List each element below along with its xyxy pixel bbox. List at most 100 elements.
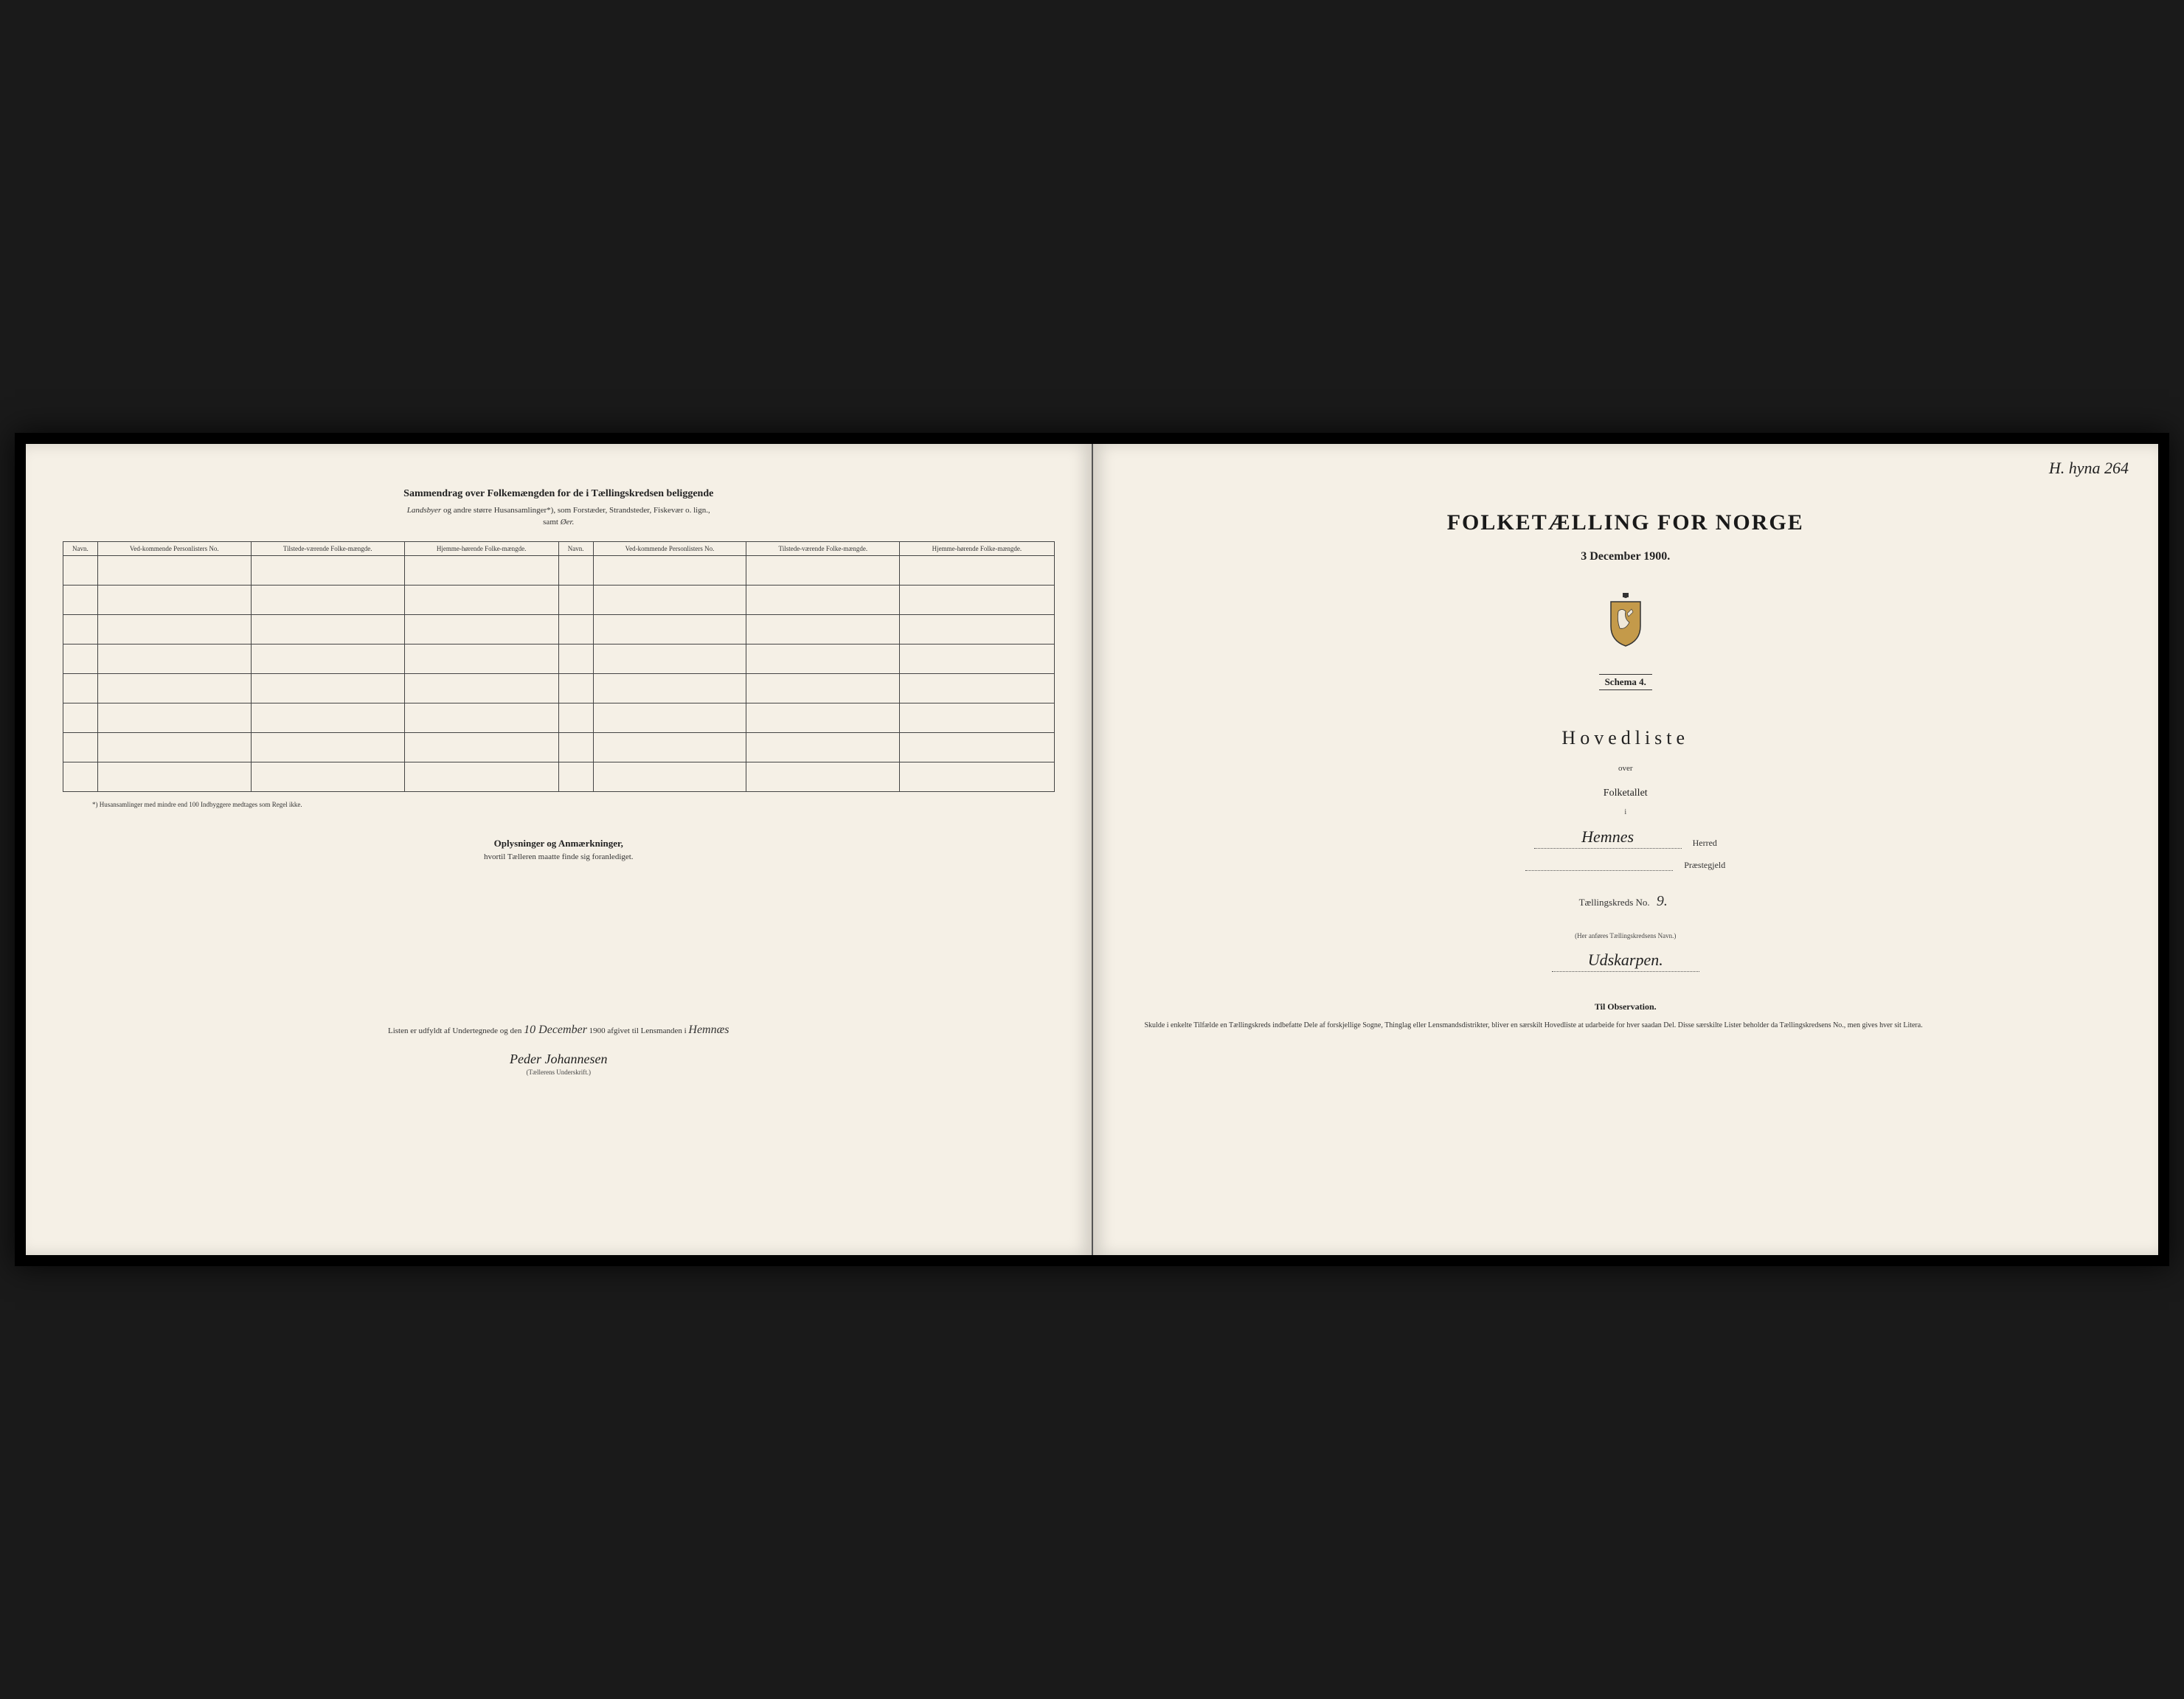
table-cell <box>251 703 404 733</box>
table-cell <box>97 703 251 733</box>
table-row <box>63 586 1055 615</box>
page-number: H. hyna 264 <box>2049 459 2129 478</box>
table-cell <box>63 644 98 674</box>
signature-label: (Tællerens Underskrift.) <box>63 1069 1055 1076</box>
table-cell <box>746 644 900 674</box>
table-cell <box>63 586 98 615</box>
table-cell <box>900 762 1054 792</box>
table-cell <box>593 674 746 703</box>
table-cell <box>900 644 1054 674</box>
table-cell <box>558 586 593 615</box>
table-cell <box>746 556 900 586</box>
folketallet-label: Folketallet <box>1130 788 2122 799</box>
praestegjeld-row: Præstegjeld <box>1130 860 2122 871</box>
table-cell <box>97 762 251 792</box>
table-cell <box>593 762 746 792</box>
schema-label: Schema 4. <box>1599 674 1652 690</box>
table-header-row: Navn.Ved-kommende Personlisters No.Tilst… <box>63 542 1055 556</box>
table-cell <box>900 556 1054 586</box>
table-cell <box>558 556 593 586</box>
table-cell <box>746 586 900 615</box>
hovedliste-heading: Hovedliste <box>1130 727 2122 749</box>
table-cell <box>63 674 98 703</box>
praestegjeld-label: Præstegjeld <box>1684 860 1725 871</box>
table-cell <box>63 703 98 733</box>
table-cell <box>558 615 593 644</box>
kreds-line: Tællingskreds No. 9. <box>1130 893 2122 910</box>
table-cell <box>97 733 251 762</box>
table-header-cell: Navn. <box>63 542 98 556</box>
footnote: *) Husansamlinger med mindre end 100 Ind… <box>63 801 1055 808</box>
table-cell <box>746 615 900 644</box>
table-cell <box>558 762 593 792</box>
left-subtitle-2: samt Øer. <box>63 518 1055 527</box>
book-spread: Sammendrag over Folkemængden for de i Tæ… <box>15 433 2169 1266</box>
praestegjeld-value <box>1525 869 1673 871</box>
table-cell <box>404 674 558 703</box>
table-cell <box>900 615 1054 644</box>
table-cell <box>558 733 593 762</box>
left-page: Sammendrag over Folkemængden for de i Tæ… <box>26 444 1093 1255</box>
table-cell <box>63 556 98 586</box>
table-cell <box>900 733 1054 762</box>
remarks-heading: Oplysninger og Anmærkninger, <box>63 838 1055 850</box>
table-cell <box>63 733 98 762</box>
table-cell <box>404 586 558 615</box>
census-date: 3 December 1900. <box>1130 550 2122 563</box>
observation-title: Til Observation. <box>1130 1001 2122 1012</box>
table-cell <box>746 674 900 703</box>
table-cell <box>63 762 98 792</box>
table-cell <box>251 733 404 762</box>
table-row <box>63 733 1055 762</box>
table-cell <box>404 703 558 733</box>
table-cell <box>593 703 746 733</box>
table-row <box>63 556 1055 586</box>
table-cell <box>593 556 746 586</box>
signature-line: Listen er udfyldt af Undertegnede og den… <box>63 1024 1055 1037</box>
table-cell <box>63 615 98 644</box>
table-cell <box>97 674 251 703</box>
table-cell <box>558 674 593 703</box>
herred-value: Hemnes <box>1534 827 1682 849</box>
herred-row: Hemnes Herred <box>1130 827 2122 849</box>
table-cell <box>97 615 251 644</box>
table-cell <box>251 586 404 615</box>
table-cell <box>746 733 900 762</box>
kreds-number: 9. <box>1652 893 1672 909</box>
table-header-cell: Ved-kommende Personlisters No. <box>97 542 251 556</box>
table-cell <box>593 644 746 674</box>
kreds-name-note: (Her anføres Tællingskredsens Navn.) <box>1130 932 2122 939</box>
table-row <box>63 762 1055 792</box>
table-cell <box>404 762 558 792</box>
i-label: i <box>1130 808 2122 816</box>
table-cell <box>900 674 1054 703</box>
table-header-cell: Tilstede-værende Folke-mængde. <box>746 542 900 556</box>
kreds-name-row: Udskarpen. <box>1130 951 2122 972</box>
main-title: FOLKETÆLLING FOR NORGE <box>1130 510 2122 535</box>
table-header-cell: Tilstede-værende Folke-mængde. <box>251 542 404 556</box>
coat-of-arms-icon <box>1604 593 1648 652</box>
table-cell <box>593 615 746 644</box>
table-cell <box>404 644 558 674</box>
table-cell <box>593 586 746 615</box>
table-cell <box>251 674 404 703</box>
table-row <box>63 615 1055 644</box>
table-cell <box>97 556 251 586</box>
table-cell <box>593 733 746 762</box>
over-label: over <box>1130 764 2122 773</box>
summary-table: Navn.Ved-kommende Personlisters No.Tilst… <box>63 541 1055 792</box>
table-header-cell: Ved-kommende Personlisters No. <box>593 542 746 556</box>
table-cell <box>404 556 558 586</box>
table-row <box>63 644 1055 674</box>
table-cell <box>900 586 1054 615</box>
kreds-name-value: Udskarpen. <box>1552 951 1699 972</box>
table-cell <box>404 733 558 762</box>
table-row <box>63 674 1055 703</box>
table-cell <box>900 703 1054 733</box>
table-cell <box>251 644 404 674</box>
table-cell <box>251 615 404 644</box>
left-subtitle-1: Landsbyer og andre større Husansamlinger… <box>63 506 1055 515</box>
table-cell <box>251 762 404 792</box>
table-cell <box>746 703 900 733</box>
table-header-cell: Hjemme-hørende Folke-mængde. <box>404 542 558 556</box>
